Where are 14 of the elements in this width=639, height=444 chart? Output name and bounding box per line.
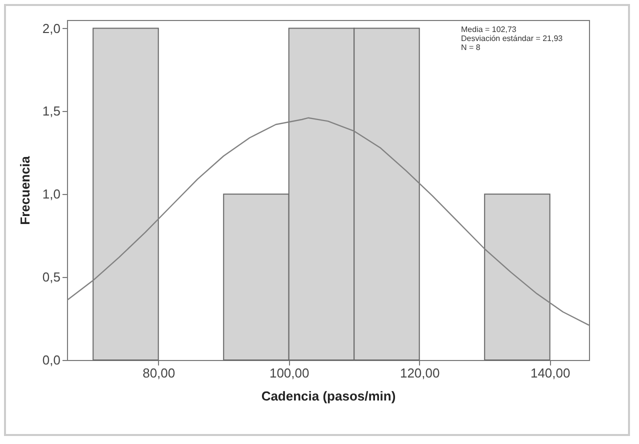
annotation: Media = 102,73 — [461, 25, 517, 34]
x-tick-label: 120,00 — [400, 366, 440, 380]
y-tick-label: 1,5 — [42, 104, 60, 119]
x-tick-label: 100,00 — [269, 366, 310, 380]
y-tick-label: 0,0 — [42, 352, 60, 368]
x-axis-title: Cadencia (pasos/min) — [261, 388, 396, 404]
annotation: N = 8 — [461, 43, 481, 52]
y-tick-label: 0,5 — [42, 270, 60, 285]
x-tick-label: 80,00 — [142, 366, 176, 380]
x-tick-label: 140,00 — [530, 366, 570, 380]
y-tick-label: 2,0 — [42, 20, 60, 36]
y-tick-label: 1,0 — [42, 186, 60, 202]
annotation: Desviación estándar = 21,93 — [461, 34, 564, 43]
y-axis-title: Frecuencia — [17, 155, 32, 225]
